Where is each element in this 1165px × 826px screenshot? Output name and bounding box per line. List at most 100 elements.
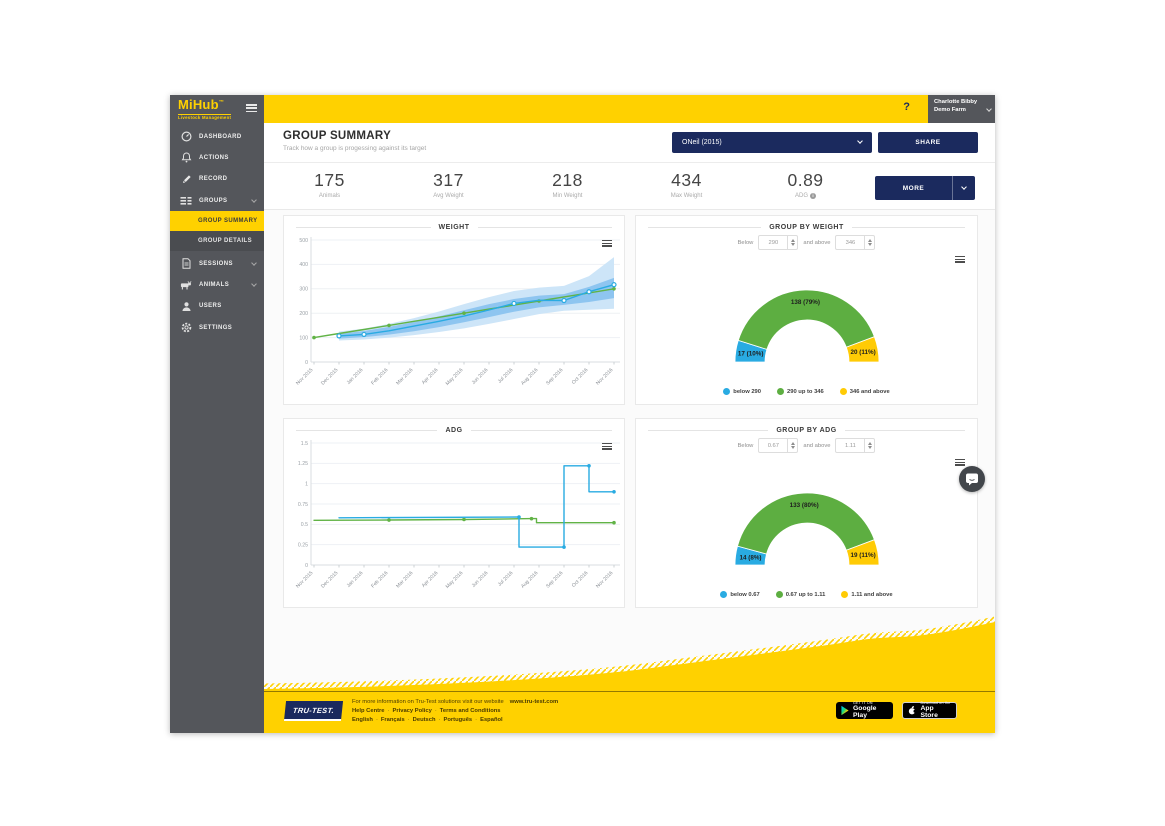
sidebar-item-users[interactable]: USERS — [170, 296, 264, 317]
gauge-controls: Below and above — [636, 438, 977, 453]
sidebar-item-groups[interactable]: GROUPS — [170, 190, 264, 211]
spin-up-icon[interactable] — [790, 441, 795, 445]
legend-item[interactable]: below 290 — [723, 388, 761, 395]
footer-link[interactable]: Español — [480, 716, 503, 723]
svg-text:400: 400 — [299, 262, 308, 268]
legend-item[interactable]: 1.11 and above — [841, 591, 893, 598]
separator: · — [434, 707, 437, 714]
groups-submenu: GROUP SUMMARY GROUP DETAILS — [170, 211, 264, 252]
above-adg-value[interactable] — [836, 439, 865, 452]
gauge-legend: below 0.67 0.67 up to 1.11 1.11 and above — [636, 591, 977, 598]
sidebar-item-animals[interactable]: ANIMALS — [170, 274, 264, 295]
spinner-buttons[interactable] — [787, 236, 797, 249]
google-play-badge[interactable]: GET IT ON Google Play — [836, 701, 893, 719]
bell-icon — [180, 152, 192, 163]
sidebar-item-group-summary[interactable]: GROUP SUMMARY — [170, 211, 264, 232]
help-icon[interactable]: ? — [903, 101, 910, 113]
legend-item[interactable]: below 0.67 — [720, 591, 760, 598]
footer-website-link[interactable]: www.tru-test.com — [509, 699, 559, 705]
spin-up-icon[interactable] — [867, 238, 872, 242]
legend-item[interactable]: 290 up to 346 — [777, 388, 824, 395]
spin-up-icon[interactable] — [867, 441, 872, 445]
svg-text:Jan 2016: Jan 2016 — [346, 367, 365, 386]
user-menu[interactable]: Charlotte Bibby Demo Farm — [928, 95, 995, 123]
sidebar-item-group-details[interactable]: GROUP DETAILS — [198, 238, 252, 245]
footer-link[interactable]: Terms and Conditions — [439, 707, 501, 714]
spin-down-icon[interactable] — [790, 446, 795, 450]
footer-link[interactable]: English — [352, 716, 373, 723]
stat-max-weight: 434 Max Weight — [670, 170, 703, 199]
app-store-badge[interactable]: Download on the App Store — [902, 701, 957, 719]
sidebar-item-sessions[interactable]: SESSIONS — [170, 253, 264, 274]
svg-text:Apr 2016: Apr 2016 — [421, 367, 440, 386]
above-weight-value[interactable] — [836, 236, 865, 249]
main-content: GROUP SUMMARY Track how a group is proge… — [264, 123, 995, 733]
svg-text:Jan 2016: Jan 2016 — [346, 570, 365, 589]
group_by_weight-gauge-svg: 17 (10%) 138 (79%) 20 (11%) — [734, 289, 880, 363]
more-dropdown-button[interactable] — [953, 176, 975, 200]
gauge-controls: Below and above — [636, 235, 977, 250]
spin-down-icon[interactable] — [790, 243, 795, 247]
svg-text:Nov 2015: Nov 2015 — [295, 570, 315, 590]
stats-band: 175 Animals 317 Avg Weight 218 Min Weigh… — [264, 163, 995, 210]
apple-icon — [908, 706, 917, 715]
legend-item[interactable]: 0.67 up to 1.11 — [775, 591, 825, 598]
chart-menu-icon[interactable] — [955, 459, 965, 467]
more-button[interactable]: MORE — [875, 176, 953, 200]
chart-menu-icon[interactable] — [602, 240, 612, 248]
legend-item[interactable]: 346 and above — [839, 388, 890, 395]
separator: · — [375, 716, 378, 723]
chart-menu-icon[interactable] — [955, 256, 965, 264]
group-selector-dropdown[interactable]: ONeil (2015) — [672, 132, 872, 153]
user-farm: Demo Farm — [934, 106, 966, 113]
below-adg-value[interactable] — [759, 439, 788, 452]
legend-dot-icon — [720, 591, 728, 598]
mihub-app-window: MiHub™ Livestock Management DASHBOARD AC… — [170, 95, 995, 733]
below-weight-value[interactable] — [759, 236, 788, 249]
legend-dot-icon — [777, 388, 785, 395]
sidebar-item-dashboard[interactable]: DASHBOARD — [170, 126, 264, 147]
legend-label: below 0.67 — [730, 591, 760, 598]
svg-text:100: 100 — [299, 335, 308, 341]
spinner-buttons[interactable] — [787, 439, 797, 452]
footer-link[interactable]: Français — [380, 716, 405, 723]
info-icon[interactable] — [810, 193, 816, 199]
footer-link[interactable]: Português — [443, 716, 473, 723]
svg-text:300: 300 — [299, 287, 308, 293]
mihub-logo: MiHub™ Livestock Management — [178, 98, 232, 120]
dashboard-icon — [180, 131, 192, 142]
chevron-down-icon — [251, 260, 257, 267]
footer: TRU-TEST. For more information on Tru-Te… — [264, 691, 995, 733]
below-weight-input — [758, 235, 799, 250]
svg-text:Aug 2016: Aug 2016 — [520, 367, 540, 387]
svg-text:Sep 2016: Sep 2016 — [545, 367, 565, 387]
spinner-buttons[interactable] — [864, 236, 874, 249]
spin-down-icon[interactable] — [867, 243, 872, 247]
sidebar-item-settings[interactable]: SETTINGS — [170, 317, 264, 338]
chat-widget-button[interactable] — [959, 466, 985, 492]
spin-down-icon[interactable] — [867, 446, 872, 450]
svg-text:0.75: 0.75 — [298, 502, 308, 508]
legend-dot-icon — [841, 591, 849, 598]
gauge-legend: below 290 290 up to 346 346 and above — [636, 388, 977, 395]
hamburger-menu-icon[interactable] — [246, 104, 257, 114]
footer-link[interactable]: Privacy Policy — [392, 707, 432, 714]
svg-text:133 (80%): 133 (80%) — [790, 502, 819, 509]
page-subtitle: Track how a group is progessing against … — [283, 145, 427, 152]
footer-link[interactable]: Help Centre — [352, 707, 385, 714]
share-button[interactable]: SHARE — [878, 132, 978, 153]
svg-text:Jun 2016: Jun 2016 — [471, 570, 490, 589]
sidebar-item-actions[interactable]: ACTIONS — [170, 147, 264, 168]
footer-link[interactable]: Deutsch — [412, 716, 436, 723]
spin-up-icon[interactable] — [790, 238, 795, 242]
spinner-buttons[interactable] — [864, 439, 874, 452]
chart-menu-icon[interactable] — [602, 443, 612, 451]
sidebar-item-record[interactable]: RECORD — [170, 169, 264, 190]
svg-text:Oct 2016: Oct 2016 — [571, 367, 590, 386]
separator: · — [387, 707, 390, 714]
group-by-weight-card: GROUP BY WEIGHT Below and above 17 (10%)… — [635, 215, 978, 405]
svg-text:Mar 2016: Mar 2016 — [395, 570, 414, 589]
above-adg-input — [835, 438, 876, 453]
group-by-weight-gauge: 17 (10%) 138 (79%) 20 (11%) — [636, 272, 979, 371]
legend-dot-icon — [723, 388, 731, 395]
